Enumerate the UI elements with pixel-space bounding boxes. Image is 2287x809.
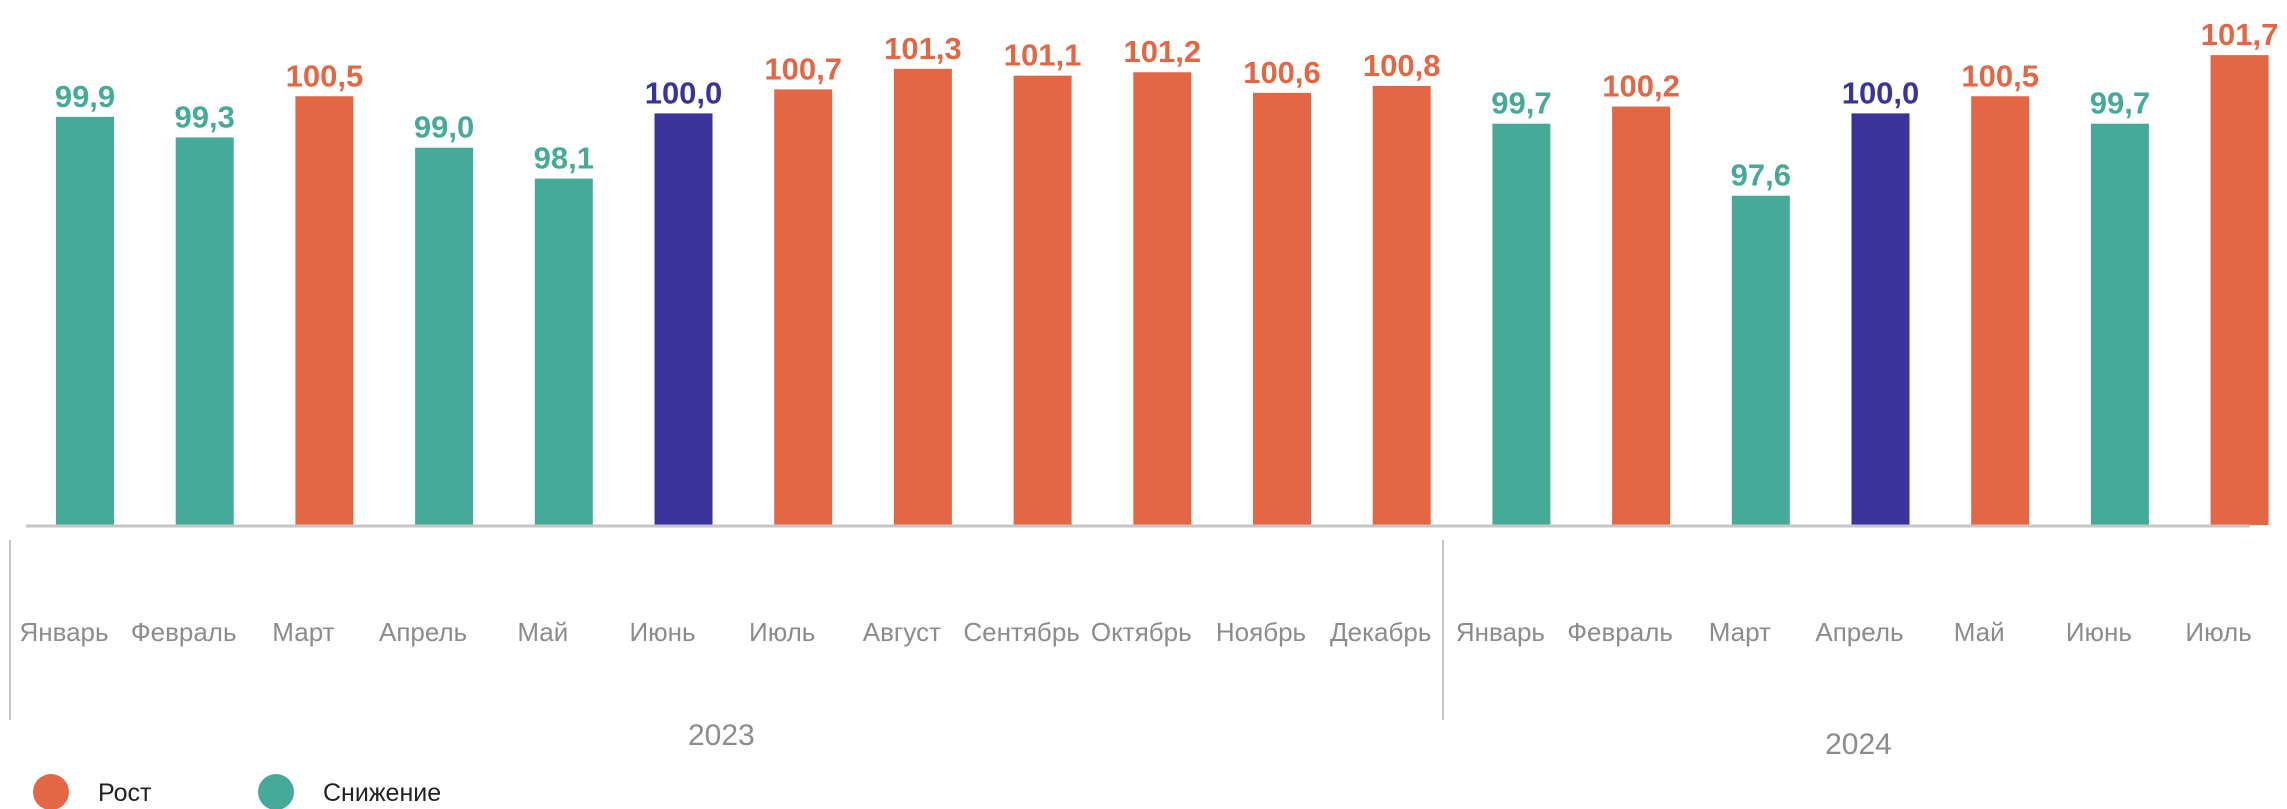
bar-12 xyxy=(1372,85,1431,526)
value-label-19: 101,7 xyxy=(2201,17,2279,52)
value-label-3: 100,5 xyxy=(286,58,364,93)
bar-2 xyxy=(175,137,234,525)
value-label-12: 100,8 xyxy=(1363,48,1441,83)
value-label-10: 101,2 xyxy=(1124,34,1202,69)
year-label-2023: 2023 xyxy=(688,719,755,752)
value-label-15: 97,6 xyxy=(1731,158,1791,193)
bar-4 xyxy=(415,147,474,525)
bar-15 xyxy=(1731,195,1790,525)
value-label-14: 100,2 xyxy=(1602,69,1680,104)
bar-10 xyxy=(1133,72,1192,526)
month-label-10: Октябрь xyxy=(1091,617,1192,647)
bar-18 xyxy=(2090,123,2149,525)
value-label-7: 100,7 xyxy=(764,51,842,86)
value-label-9: 101,1 xyxy=(1004,38,1082,73)
month-label-7: Июль xyxy=(749,617,815,647)
value-label-2: 99,3 xyxy=(175,99,235,134)
month-label-2: Февраль xyxy=(131,617,237,647)
bar-11 xyxy=(1253,92,1311,525)
month-label-8: Август xyxy=(863,617,941,647)
month-label-9: Сентябрь xyxy=(963,617,1079,647)
legend-label-up: Рост xyxy=(98,779,152,807)
month-label-19: Июль xyxy=(2185,617,2251,647)
bar-1 xyxy=(56,116,114,525)
value-label-13: 99,7 xyxy=(1491,86,1551,121)
bar-14 xyxy=(1612,106,1671,525)
year-label-2024: 2024 xyxy=(1825,728,1892,761)
month-label-15: Март xyxy=(1709,617,1771,647)
bar-17 xyxy=(1971,96,2030,525)
bars-layer xyxy=(56,55,2269,526)
bar-6 xyxy=(654,113,713,526)
month-label-3: Март xyxy=(272,617,334,647)
month-label-18: Июнь xyxy=(2066,617,2132,647)
value-label-6: 100,0 xyxy=(645,75,723,110)
labels-layer: 99,9 Январь 99,3 Февраль 100,5 Март 99,0 Апрель… xyxy=(19,17,2278,647)
value-label-11: 100,6 xyxy=(1243,55,1321,90)
legend-label-down: Снижение xyxy=(323,779,441,807)
value-label-1: 99,9 xyxy=(55,79,115,114)
month-label-17: Май xyxy=(1954,617,2005,647)
value-label-8: 101,3 xyxy=(884,31,962,66)
month-label-12: Декабрь xyxy=(1330,617,1431,647)
bar-3 xyxy=(295,96,354,525)
value-label-18: 99,7 xyxy=(2090,86,2150,121)
bar-16 xyxy=(1851,113,1910,526)
bar-13 xyxy=(1492,123,1551,525)
month-label-11: Ноябрь xyxy=(1216,617,1306,647)
month-label-14: Февраль xyxy=(1567,617,1673,647)
bar-19 xyxy=(2210,55,2269,526)
value-label-4: 99,0 xyxy=(414,110,474,145)
year-labels: 2023 2024 xyxy=(688,719,1892,761)
month-label-16: Апрель xyxy=(1815,617,1903,647)
legend-swatch-down xyxy=(258,774,294,809)
month-label-6: Июнь xyxy=(629,617,695,647)
bar-7 xyxy=(774,89,833,525)
bar-5 xyxy=(534,178,593,525)
month-label-5: Май xyxy=(517,617,568,647)
value-label-17: 100,5 xyxy=(1961,58,2039,93)
legend: Рост Снижение xyxy=(33,774,441,809)
legend-swatch-up xyxy=(33,774,69,809)
month-label-4: Апрель xyxy=(379,617,467,647)
month-label-1: Январь xyxy=(19,617,108,647)
month-label-13: Январь xyxy=(1456,617,1545,647)
value-label-16: 100,0 xyxy=(1842,75,1920,110)
value-label-5: 98,1 xyxy=(534,141,594,176)
bar-8 xyxy=(893,68,952,525)
bar-9 xyxy=(1013,75,1072,526)
